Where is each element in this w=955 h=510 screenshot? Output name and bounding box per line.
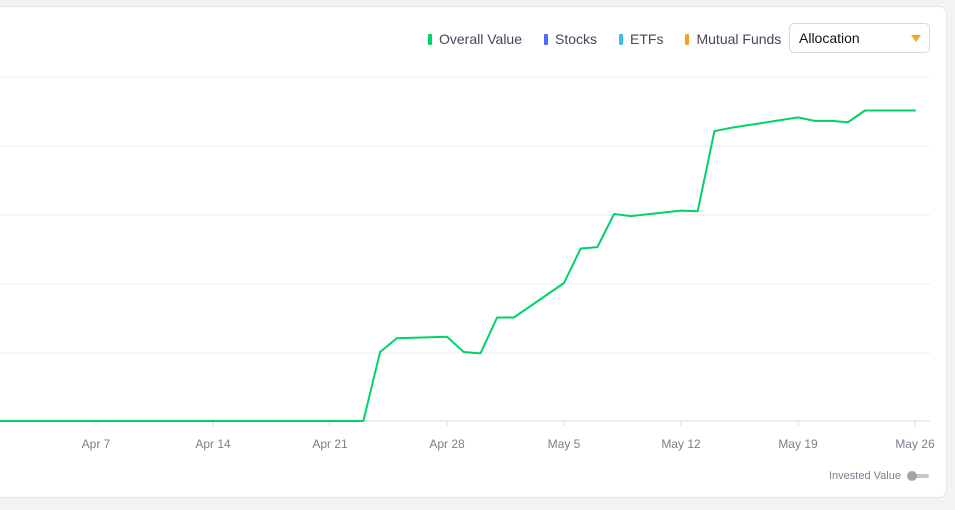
invested-value-label: Invested Value	[829, 470, 901, 482]
chart-legend: Overall Value Stocks ETFs Mutual Funds	[428, 31, 781, 47]
legend-swatch-overall-value	[428, 33, 432, 45]
x-tick-label-4: May 5	[548, 437, 581, 451]
legend-label-mutual-funds: Mutual Funds	[696, 31, 782, 47]
chevron-down-icon	[911, 35, 921, 42]
toggle-knob	[906, 471, 917, 481]
invested-value-toggle-group: Invested Value	[829, 470, 929, 482]
x-tick-label-2: Apr 21	[312, 437, 348, 451]
x-tick-label-7: May 26	[895, 437, 935, 451]
legend-swatch-etfs	[619, 33, 624, 45]
x-axis: Apr 7 Apr 14 Apr 21 Apr 28 May 5 May 12 May 19…	[0, 420, 935, 451]
invested-value-toggle[interactable]	[906, 471, 929, 481]
x-tick-label-6: May 19	[778, 437, 818, 451]
series-lines	[0, 109, 916, 422]
series-line-0	[0, 109, 916, 422]
portfolio-chart-card	[0, 6, 947, 498]
allocation-dropdown[interactable]: Allocation	[789, 23, 930, 53]
legend-item-etfs[interactable]: ETFs	[619, 31, 663, 47]
x-tick-label-3: Apr 28	[429, 437, 465, 451]
legend-item-stocks[interactable]: Stocks	[544, 31, 597, 47]
allocation-dropdown-value: Allocation	[799, 30, 860, 46]
legend-swatch-mutual-funds	[685, 33, 690, 45]
legend-label-etfs: ETFs	[630, 31, 664, 47]
x-tick-label-0: Apr 7	[82, 437, 111, 451]
toggle-track	[908, 474, 929, 478]
x-tick-label-1: Apr 14	[195, 437, 231, 451]
legend-label-stocks: Stocks	[555, 31, 598, 47]
x-tick-label-5: May 12	[661, 437, 701, 451]
legend-item-mutual-funds[interactable]: Mutual Funds	[685, 31, 781, 47]
legend-item-overall-value[interactable]: Overall Value	[428, 31, 522, 47]
legend-label-overall-value: Overall Value	[439, 31, 523, 47]
legend-swatch-stocks	[544, 33, 549, 45]
